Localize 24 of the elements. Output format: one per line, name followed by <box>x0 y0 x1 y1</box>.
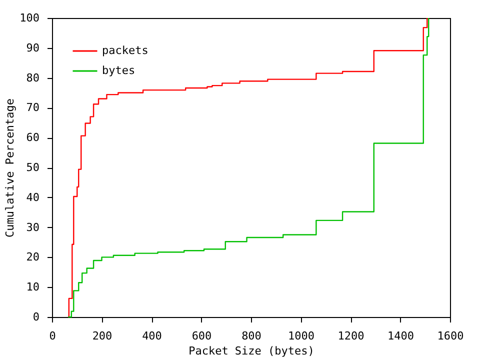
y-tick-label: 60 <box>26 131 40 144</box>
x-tick-label: 400 <box>142 330 162 342</box>
y-tick-label: 30 <box>26 220 40 234</box>
y-tick-label: 0 <box>32 310 40 324</box>
legend-label: bytes <box>102 64 136 77</box>
x-tick-label: 600 <box>192 330 212 342</box>
x-tick-label: 200 <box>92 330 112 342</box>
y-tick-label: 20 <box>26 250 40 264</box>
y-tick-label: 50 <box>26 161 40 174</box>
y-tick-label: 80 <box>26 71 40 84</box>
x-axis-title: Packet Size (bytes) <box>188 344 314 358</box>
x-tick-label: 1200 <box>338 330 364 342</box>
y-tick-label: 100 <box>20 12 40 24</box>
y-tick-label: 10 <box>26 280 40 294</box>
y-tick-label: 40 <box>26 190 40 204</box>
x-tick-label: 1400 <box>388 330 414 342</box>
y-tick-label: 70 <box>26 101 40 114</box>
x-tick-label: 0 <box>49 330 56 342</box>
y-axis-title: Cumulative Percentage <box>4 98 17 238</box>
x-tick-label: 1000 <box>288 330 314 342</box>
y-tick-label: 90 <box>26 41 40 54</box>
legend-label: packets <box>102 44 148 57</box>
x-tick-label: 800 <box>242 330 262 342</box>
x-tick-label: 1600 <box>437 330 464 342</box>
